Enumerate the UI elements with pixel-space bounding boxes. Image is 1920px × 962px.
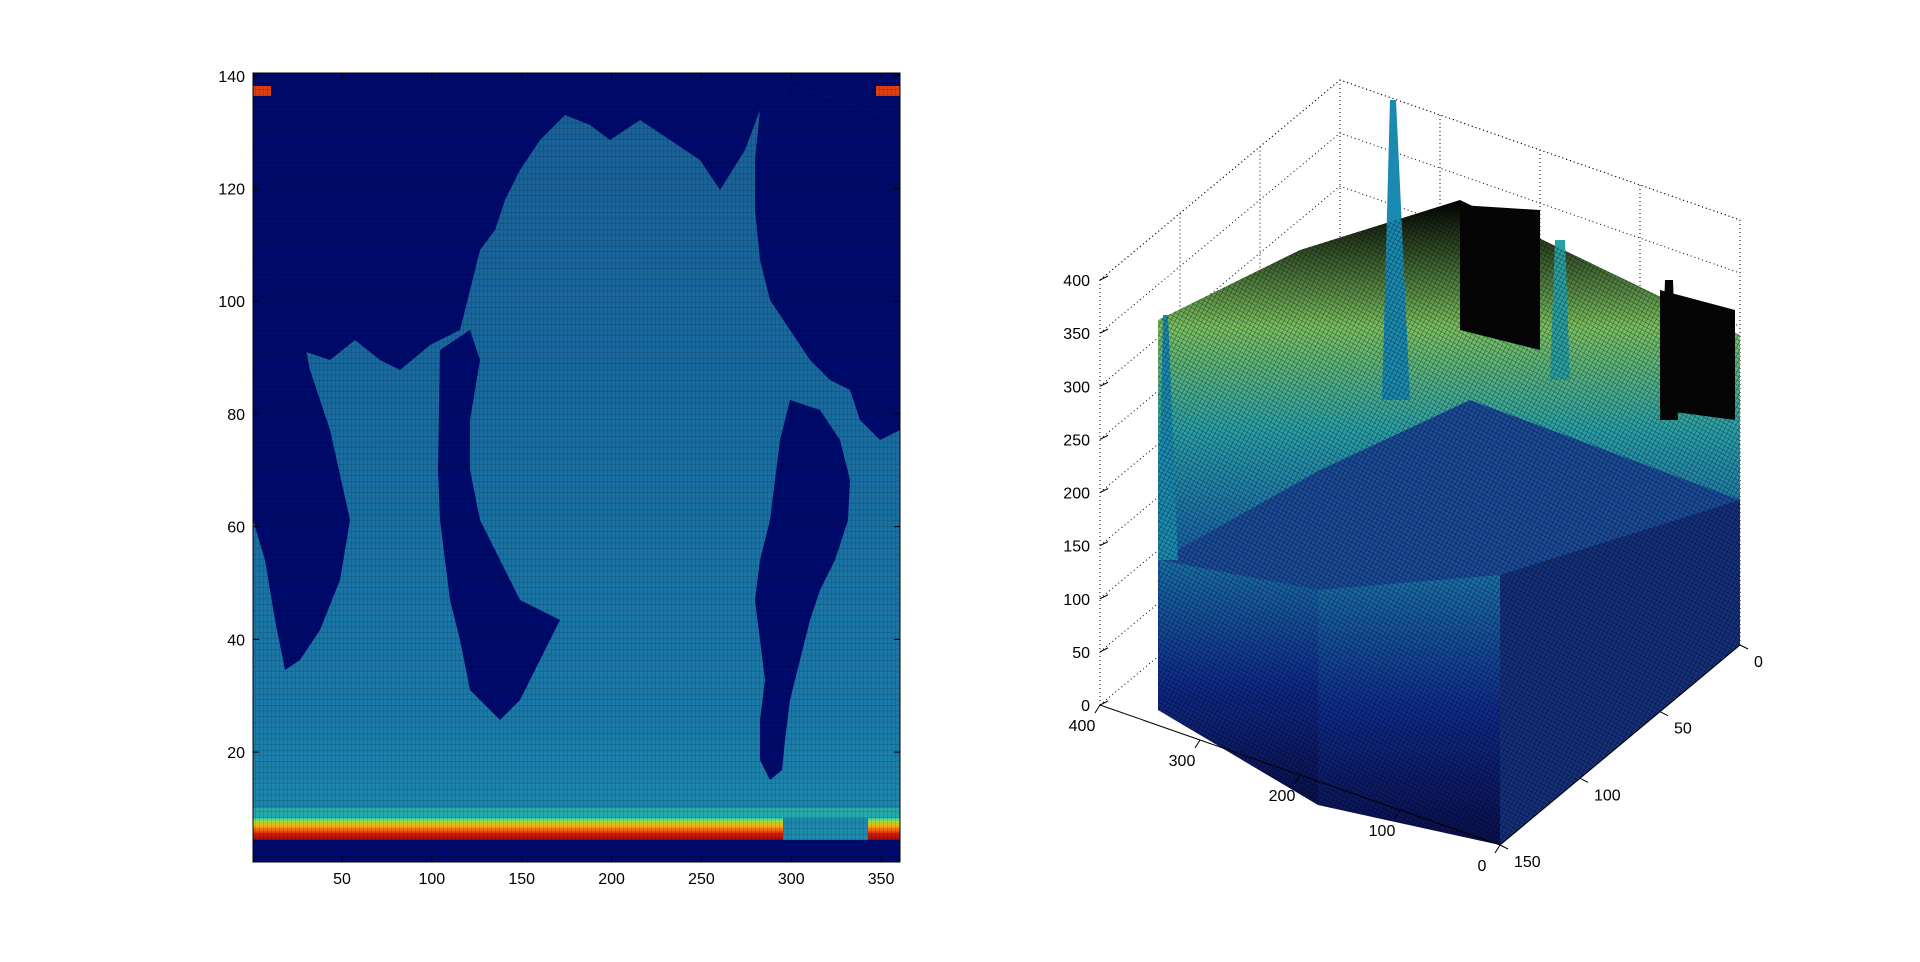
x-tick-label: 200 xyxy=(598,871,625,888)
z-tick-label: 250 xyxy=(1063,432,1090,449)
y-tick-label: 40 xyxy=(227,632,245,649)
x-tick-label: 100 xyxy=(418,871,445,888)
x-tick-mark xyxy=(1499,844,1509,850)
z-tick-mark xyxy=(1099,381,1109,387)
z-tick-label: 100 xyxy=(1063,592,1090,609)
surface-z-axis: 0 50 100 150 200 250 300 350 400 xyxy=(1063,273,1109,715)
x-tick-label: 150 xyxy=(508,871,535,888)
y-tick-mark xyxy=(1494,844,1501,854)
y-tick-mark xyxy=(1394,809,1401,819)
x-tick-label: 150 xyxy=(1514,854,1541,871)
z-tick-label: 200 xyxy=(1063,486,1090,503)
surface-body xyxy=(1158,100,1740,845)
x-tick-label: 250 xyxy=(688,871,715,888)
heatmap-axes-box xyxy=(252,72,901,863)
surface-y-axis: 0 100 200 300 400 xyxy=(1069,704,1501,875)
z-tick-mark xyxy=(1099,647,1109,653)
cell-grid-overlay xyxy=(253,73,900,862)
x-axis-line xyxy=(1499,644,1741,846)
z-tick-mark xyxy=(1099,328,1109,334)
z-tick-mark xyxy=(1099,541,1109,547)
z-gridline xyxy=(1099,79,1741,281)
z-tick-mark xyxy=(1099,275,1109,281)
z-tick-mark xyxy=(1099,488,1109,493)
x-tick-label: 50 xyxy=(333,871,351,888)
y-tick-label: 100 xyxy=(218,294,245,311)
y-tick-label: 0 xyxy=(1478,858,1487,875)
y-tick-mark xyxy=(1294,774,1301,784)
z-gridline xyxy=(1099,132,1741,334)
z-tick-label: 50 xyxy=(1072,645,1090,662)
surface-mesh-overlay xyxy=(1158,200,1740,845)
y-tick-label: 200 xyxy=(1269,788,1296,805)
y-tick-label: 60 xyxy=(227,520,245,537)
z-tick-label: 400 xyxy=(1063,273,1090,290)
x-tick-label: 350 xyxy=(868,871,895,888)
x-tick-mark xyxy=(1659,711,1669,717)
z-tick-label: 300 xyxy=(1063,379,1090,396)
x-tick-label: 300 xyxy=(778,871,805,888)
heatmap-y-axis: 20 40 60 80 100 120 140 xyxy=(218,69,900,762)
x-tick-label: 50 xyxy=(1674,721,1692,738)
y-tick-mark xyxy=(1194,739,1201,749)
y-axis-line xyxy=(1099,704,1501,846)
y-tick-label: 140 xyxy=(218,69,245,86)
z-tick-mark xyxy=(1099,434,1109,440)
surface-x-axis: 0 50 100 150 xyxy=(1499,644,1763,871)
y-tick-label: 20 xyxy=(227,745,245,762)
z-tick-label: 350 xyxy=(1063,326,1090,343)
x-tick-mark xyxy=(1579,777,1589,783)
z-tick-label: 0 xyxy=(1081,698,1090,715)
x-tick-label: 100 xyxy=(1594,787,1621,804)
x-tick-label: 0 xyxy=(1754,654,1763,671)
heatmap-x-axis: 50 100 150 200 250 300 350 xyxy=(333,73,895,888)
z-tick-label: 150 xyxy=(1063,539,1090,556)
y-tick-label: 120 xyxy=(218,182,245,199)
x-tick-mark xyxy=(1739,644,1749,650)
z-tick-mark xyxy=(1099,594,1109,600)
y-tick-label: 400 xyxy=(1069,718,1096,735)
surface-chart: 0 50 100 150 200 250 300 350 400 0 100 200 300 400 0… xyxy=(1063,79,1763,875)
y-tick-label: 80 xyxy=(227,407,245,424)
y-tick-mark xyxy=(1094,704,1101,714)
heatmap-chart: 50 100 150 200 250 300 350 20 40 60 80 100 120 140 xyxy=(218,69,901,888)
y-tick-label: 100 xyxy=(1369,823,1396,840)
z-tick-mark xyxy=(1099,700,1109,706)
y-tick-label: 300 xyxy=(1169,753,1196,770)
